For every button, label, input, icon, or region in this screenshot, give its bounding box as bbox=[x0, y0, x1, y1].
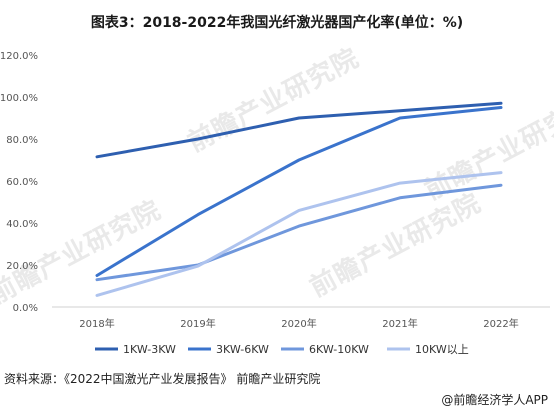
series-line-2 bbox=[95, 106, 503, 277]
y-tick-label: 0.0% bbox=[13, 303, 38, 314]
legend-label: 1KW-3KW bbox=[123, 343, 176, 356]
legend-label: 10KW以上 bbox=[415, 343, 469, 356]
y-tick-label: 100.0% bbox=[0, 93, 38, 104]
series-group bbox=[95, 101, 503, 297]
legend: 1KW-3KW 3KW-6KW 6KW-10KW 10KW以上 bbox=[95, 343, 469, 356]
x-tick-label: 2018年 bbox=[79, 317, 114, 330]
series-line-1 bbox=[95, 101, 503, 159]
y-tick-label: 80.0% bbox=[6, 135, 38, 146]
legend-label: 3KW-6KW bbox=[216, 343, 269, 356]
chart-title: 图表3：2018-2022年我国光纤激光器国产化率(单位：%) bbox=[90, 15, 464, 31]
brand-credit: @前瞻经济学人APP bbox=[441, 393, 548, 407]
x-tick-label: 2021年 bbox=[382, 317, 417, 330]
y-tick-label: 20.0% bbox=[6, 261, 38, 272]
legend-label: 6KW-10KW bbox=[309, 343, 369, 356]
x-axis: 2018年 2019年 2020年 2021年 2022年 bbox=[79, 317, 518, 330]
series-line-3 bbox=[95, 183, 503, 282]
source-note: 资料来源：《2022中国激光产业发展报告》 前瞻产业研究院 bbox=[4, 372, 321, 386]
y-axis: 0.0% 20.0% 40.0% 60.0% 80.0% 100.0% 120.0% bbox=[0, 51, 38, 314]
x-tick-label: 2022年 bbox=[483, 317, 518, 330]
x-tick-label: 2019年 bbox=[180, 317, 215, 330]
x-tick-label: 2020年 bbox=[281, 317, 316, 330]
y-tick-label: 60.0% bbox=[6, 177, 38, 188]
series-line-4 bbox=[95, 171, 503, 297]
y-tick-label: 120.0% bbox=[0, 51, 38, 62]
y-tick-label: 40.0% bbox=[6, 219, 38, 230]
